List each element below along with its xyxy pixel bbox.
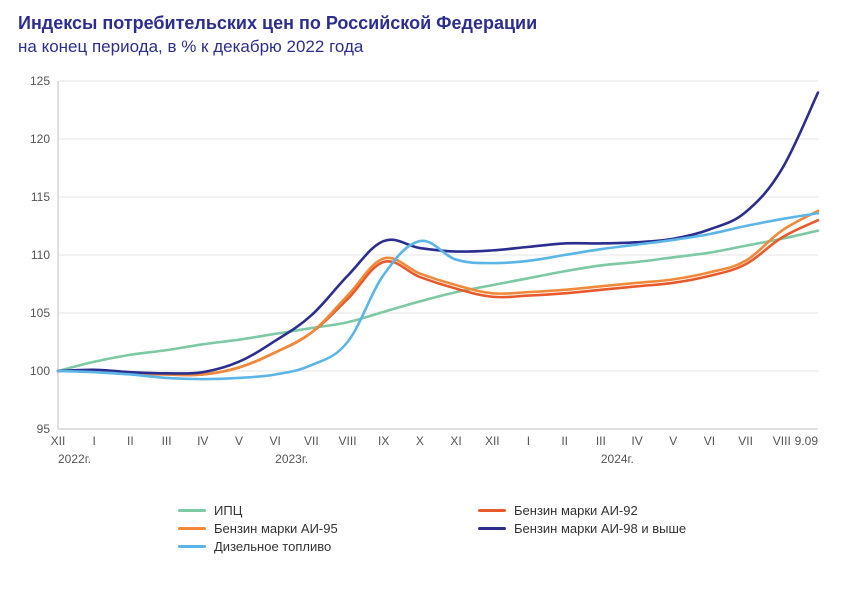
- legend-label: Бензин марки АИ-98 и выше: [514, 521, 686, 536]
- svg-text:105: 105: [30, 306, 50, 320]
- svg-text:II: II: [561, 434, 568, 448]
- svg-text:VII: VII: [304, 434, 319, 448]
- legend-label: Бензин марки АИ-95: [214, 521, 338, 536]
- legend-swatch: [178, 545, 206, 548]
- svg-text:XI: XI: [450, 434, 461, 448]
- svg-text:III: III: [162, 434, 172, 448]
- legend-swatch: [178, 509, 206, 512]
- svg-text:2024г.: 2024г.: [601, 452, 634, 466]
- svg-text:VI: VI: [269, 434, 280, 448]
- svg-text:XII: XII: [485, 434, 500, 448]
- legend-item: Бензин марки АИ-92: [478, 503, 778, 518]
- svg-text:X: X: [416, 434, 424, 448]
- svg-text:XII: XII: [51, 434, 66, 448]
- legend-swatch: [478, 527, 506, 530]
- svg-text:VIII: VIII: [773, 434, 791, 448]
- legend: ИПЦ Бензин марки АИ-92 Бензин марки АИ-95 Б…: [178, 503, 798, 557]
- chart-subtitle: на конец периода, в % к декабрю 2022 год…: [18, 37, 827, 57]
- svg-text:II: II: [127, 434, 134, 448]
- svg-text:I: I: [527, 434, 530, 448]
- svg-text:V: V: [669, 434, 677, 448]
- svg-text:115: 115: [31, 190, 50, 204]
- legend-item: Дизельное топливо: [178, 539, 478, 554]
- svg-text:95: 95: [37, 422, 51, 436]
- legend-item: Бензин марки АИ-98 и выше: [478, 521, 778, 536]
- legend-swatch: [178, 527, 206, 530]
- legend-swatch: [478, 509, 506, 512]
- legend-item: Бензин марки АИ-95: [178, 521, 478, 536]
- svg-text:VII: VII: [738, 434, 753, 448]
- svg-text:9.09: 9.09: [795, 434, 819, 448]
- svg-text:IX: IX: [378, 434, 389, 448]
- svg-text:IV: IV: [197, 434, 208, 448]
- svg-text:VIII: VIII: [339, 434, 357, 448]
- svg-text:IV: IV: [631, 434, 642, 448]
- svg-text:110: 110: [31, 248, 50, 262]
- legend-label: Дизельное топливо: [214, 539, 331, 554]
- svg-text:2023г.: 2023г.: [275, 452, 308, 466]
- svg-text:V: V: [235, 434, 243, 448]
- svg-text:125: 125: [30, 74, 50, 88]
- svg-text:III: III: [596, 434, 606, 448]
- svg-text:VI: VI: [704, 434, 715, 448]
- legend-label: ИПЦ: [214, 503, 242, 518]
- svg-text:100: 100: [30, 364, 50, 378]
- legend-label: Бензин марки АИ-92: [514, 503, 638, 518]
- legend-item: ИПЦ: [178, 503, 478, 518]
- svg-text:2022г.: 2022г.: [58, 452, 91, 466]
- svg-text:I: I: [93, 434, 96, 448]
- svg-text:120: 120: [30, 132, 50, 146]
- chart-area: 95100105110115120125XIIIIIIIIIVVVIVIIVII…: [18, 69, 827, 499]
- line-chart-svg: 95100105110115120125XIIIIIIIIIVVVIVIIVII…: [18, 69, 827, 499]
- chart-title: Индексы потребительских цен по Российско…: [18, 12, 827, 35]
